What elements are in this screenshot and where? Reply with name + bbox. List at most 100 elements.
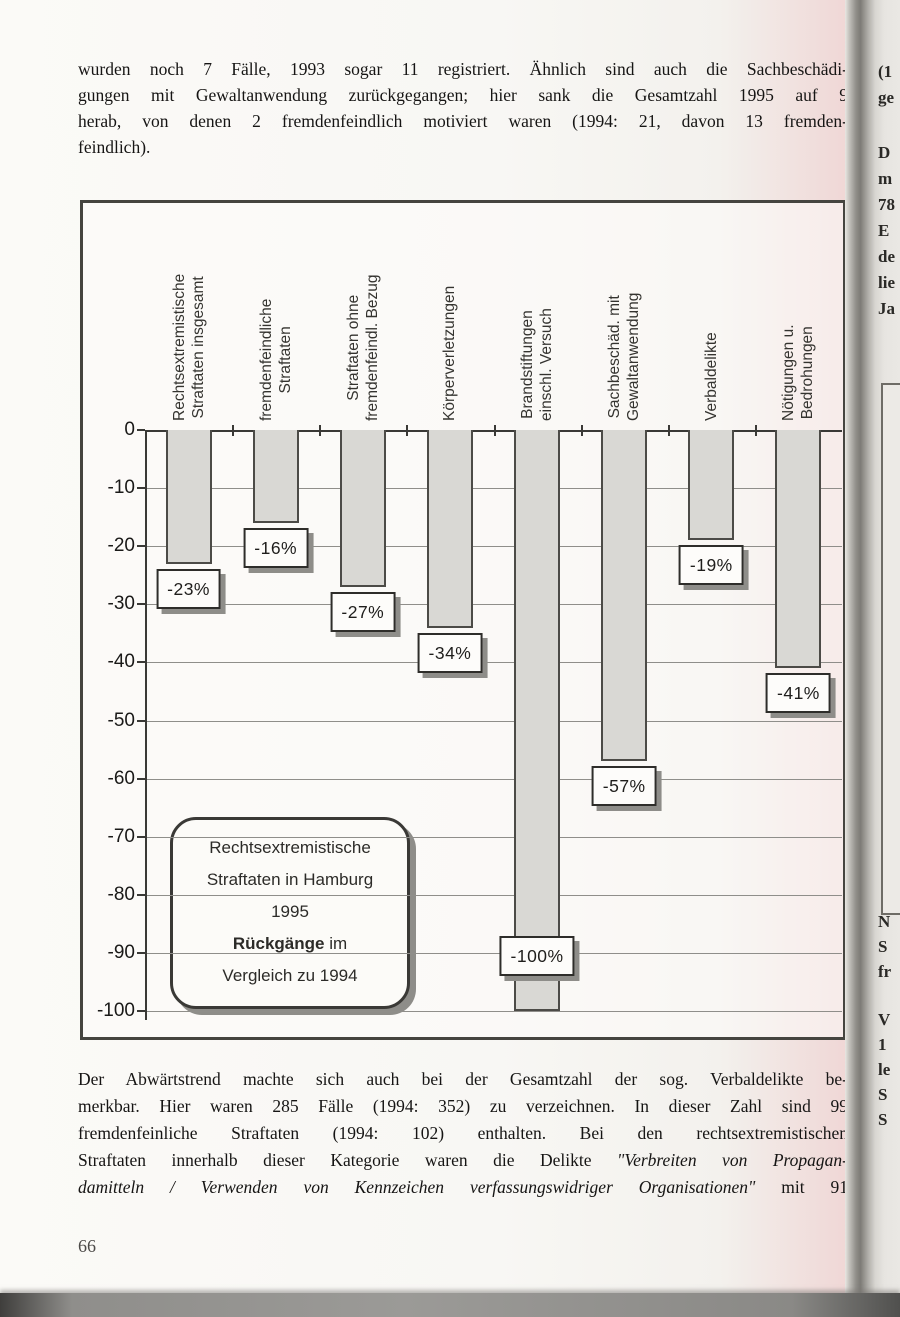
bar-value-label: -100% (499, 936, 575, 976)
y-tick-mark (137, 429, 145, 431)
category-label: Verbaldelikte (702, 332, 720, 421)
bottom-paragraph: Der Abwärtstrend machte sich auch bei de… (78, 1066, 848, 1201)
y-tick-label: -10 (107, 477, 135, 499)
adjacent-page-text-fragment: de (878, 247, 895, 266)
adjacent-page-text-fragment: (1 (878, 62, 893, 81)
gridline (145, 662, 842, 664)
chart-title-line: Vergleich zu 1994 (222, 966, 358, 985)
category-boundary-tick (667, 425, 670, 436)
paragraph-line: merkbar. Hier waren 285 Fälle (1994: 352… (78, 1096, 848, 1116)
adjacent-page-text-fragment: 78 (878, 195, 895, 214)
adjacent-page-text-fragment: N (878, 912, 891, 931)
gridline (145, 952, 842, 954)
bar-value-label: -23% (156, 568, 221, 609)
y-tick-mark (137, 1010, 145, 1012)
y-tick-mark (137, 719, 145, 722)
y-tick-mark (137, 835, 145, 838)
gridline (145, 604, 842, 606)
page-number: 66 (78, 1236, 96, 1256)
y-tick-mark (137, 545, 145, 548)
bar (426, 430, 473, 628)
category-label: fremdenfeindliche Straftaten (257, 298, 294, 421)
y-tick-label: -60 (107, 767, 135, 789)
category-boundary-tick (754, 425, 757, 436)
y-tick-label: -80 (107, 883, 135, 905)
bar (339, 430, 386, 587)
bar (601, 430, 648, 762)
gridline (145, 778, 842, 780)
y-tick-label: -30 (107, 593, 135, 615)
bar-value-label: -16% (243, 527, 309, 568)
category-label: Rechtsextremistische Straftaten insgesamt (170, 273, 207, 421)
chart-title-line: Straftaten in Hamburg (206, 870, 374, 889)
adjacent-page-text-fragment: V (878, 1010, 891, 1029)
bar (165, 430, 212, 564)
gridline (145, 894, 842, 896)
chart-title-box: Rechtsextremistische Straftaten in Hambu… (170, 817, 410, 1009)
paragraph-line: Der Abwärtstrend machte sich auch bei de… (78, 1069, 848, 1089)
paragraph-line: feindlich). (78, 137, 151, 157)
paragraph-line: fremdenfeinliche Straftaten (1994: 102) … (78, 1123, 848, 1143)
bar-value-label: -34% (417, 632, 483, 673)
y-tick-label: -40 (107, 651, 135, 673)
adjacent-page-text-fragment: Ja (878, 299, 895, 318)
adjacent-page-chart-border (881, 383, 900, 915)
adjacent-page-text-fragment: fr (878, 962, 892, 981)
category-label: Brandstiftungen einschl. Versuch (519, 308, 556, 421)
category-boundary-tick (319, 425, 322, 436)
chart-title-line-rest: im (324, 934, 348, 953)
y-tick-mark (137, 893, 145, 896)
y-tick-label: -50 (107, 709, 135, 731)
scan-bottom-edge (0, 1293, 900, 1317)
category-boundary-tick (232, 425, 235, 436)
adjacent-page-text-fragment: le (878, 1060, 891, 1079)
chart-frame: Rechtsextremistische Straftaten in Hambu… (80, 200, 846, 1040)
top-paragraph: wurden noch 7 Fälle, 1993 sogar 11 regis… (78, 56, 848, 160)
adjacent-page-text-fragment: D (878, 143, 891, 162)
paragraph-line: wurden noch 7 Fälle, 1993 sogar 11 regis… (78, 59, 848, 79)
category-label: Sachbeschäd. mit Gewaltanwendung (606, 292, 643, 421)
y-tick-label: -90 (107, 941, 135, 963)
category-label: Körperverletzungen (441, 285, 459, 421)
category-label: Nötigungen u. Bedrohungen (780, 324, 817, 421)
paragraph-line: herab, von denen 2 fremdenfeindlich moti… (78, 111, 848, 131)
bar-value-label: -41% (766, 673, 831, 714)
adjacent-page-text-fragment: S (878, 1110, 888, 1129)
y-tick-mark (137, 487, 145, 490)
y-tick-label: 0 (124, 419, 135, 440)
category-boundary-tick (493, 425, 496, 436)
bar-value-label: -19% (678, 545, 744, 586)
chart-title-line: Rechtsextremistische (209, 838, 371, 857)
y-tick-mark (137, 661, 145, 664)
paragraph-line: gungen mit Gewaltanwendung zurückgegange… (78, 85, 848, 105)
y-tick-label: -20 (107, 535, 135, 557)
chart-title-line: Rückgänge im (173, 928, 407, 960)
bar-value-label: -57% (591, 766, 657, 807)
adjacent-page-text-fragment: S (878, 937, 888, 956)
bar (514, 430, 561, 1011)
adjacent-page-text-fragment: m (878, 169, 893, 188)
category-label: Straftaten ohne fremdenfeindl. Bezug (344, 274, 381, 421)
adjacent-page-text-fragment: 1 (878, 1035, 887, 1054)
adjacent-page-text-fragment: S (878, 1085, 888, 1104)
paragraph-line: Straftaten innerhalb dieser Kategorie wa… (78, 1150, 848, 1170)
y-axis-line (145, 430, 147, 1020)
adjacent-page-text-fragment: ge (878, 88, 895, 107)
bar (688, 430, 735, 541)
bar (252, 430, 299, 523)
chart-title-bold-word: Rückgänge (232, 934, 325, 953)
bar (775, 430, 822, 669)
bar-value-label: -27% (330, 591, 396, 632)
y-tick-label: -100 (96, 1000, 135, 1021)
adjacent-page-text-fragment: lie (878, 273, 895, 292)
paragraph-line: damitteln / Verwenden von Kennzeichen ve… (78, 1177, 848, 1197)
category-boundary-tick (580, 425, 583, 436)
y-tick-mark (137, 951, 145, 954)
gridline (145, 488, 842, 490)
adjacent-page-text-fragment: E (878, 221, 890, 240)
y-tick-mark (137, 777, 145, 780)
gridline (145, 836, 842, 838)
category-boundary-tick (406, 425, 409, 436)
